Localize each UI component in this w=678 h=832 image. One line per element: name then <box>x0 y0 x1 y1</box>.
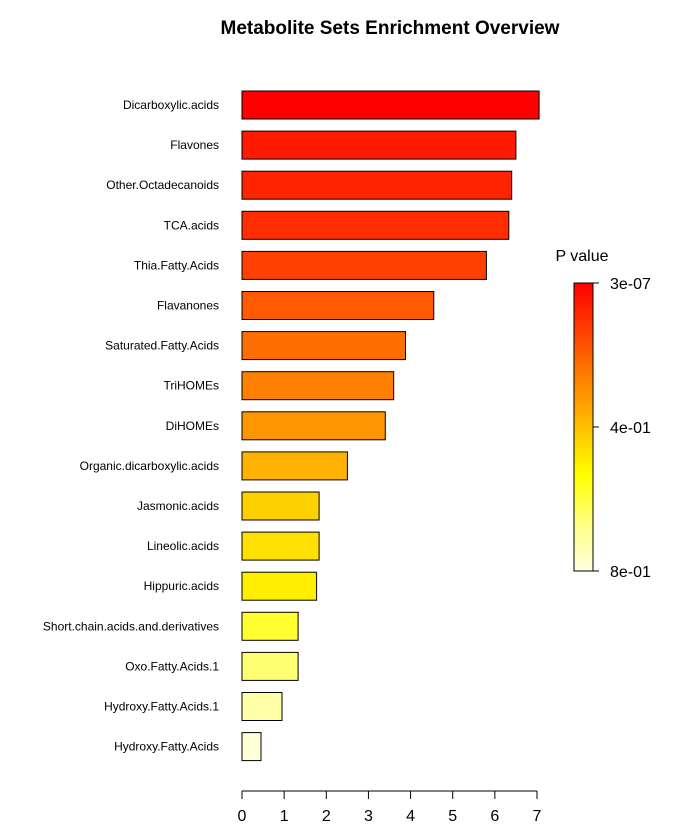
x-tick-label: 7 <box>533 808 542 825</box>
legend: P value 3e-07 4e-01 8e-01 <box>555 248 651 581</box>
legend-labels: 3e-07 4e-01 8e-01 <box>593 276 651 581</box>
x-tick-label: 3 <box>364 808 373 825</box>
bar <box>241 451 348 481</box>
bar <box>241 732 262 762</box>
category-label: Dicarboxylic.acids <box>123 98 219 112</box>
category-label: Jasmonic.acids <box>137 499 219 513</box>
bar <box>241 651 299 681</box>
category-label: Saturated.Fatty.Acids <box>105 339 219 353</box>
x-tick-label: 1 <box>280 808 289 825</box>
category-label: Thia.Fatty.Acids <box>134 258 219 272</box>
legend-colorbar <box>573 282 594 572</box>
category-label: TCA.acids <box>164 218 219 232</box>
bar <box>241 170 513 200</box>
category-label: Hydroxy.Fatty.Acids <box>114 740 219 754</box>
legend-title: P value <box>555 248 608 265</box>
bar <box>241 371 395 401</box>
category-label: Flavones <box>170 138 219 152</box>
x-tick-label: 0 <box>238 808 247 825</box>
category-label: Hydroxy.Fatty.Acids.1 <box>104 700 219 714</box>
x-tick-label: 6 <box>490 808 499 825</box>
category-labels: Dicarboxylic.acids Flavones Other.Octadeca… <box>43 98 219 754</box>
bar <box>241 130 517 160</box>
chart-title: Metabolite Sets Enrichment Overview <box>221 18 560 39</box>
bar <box>241 571 318 601</box>
bar <box>241 90 540 120</box>
category-label: Hippuric.acids <box>144 579 219 593</box>
bar <box>241 611 299 641</box>
legend-label: 8e-01 <box>610 564 651 581</box>
category-label: TriHOMEs <box>163 379 219 393</box>
bar <box>241 491 320 521</box>
category-label: Flavanones <box>157 299 219 313</box>
category-label: Short.chain.acids.and.derivatives <box>43 619 219 633</box>
bar <box>241 331 406 361</box>
category-label: Oxo.Fatty.Acids.1 <box>125 659 219 673</box>
x-tick-label: 2 <box>322 808 331 825</box>
bars-group <box>241 90 540 762</box>
category-label: DiHOMEs <box>166 419 219 433</box>
bar <box>241 291 435 320</box>
legend-label: 4e-01 <box>610 420 651 437</box>
bar <box>241 250 487 280</box>
x-axis: 0 1 2 3 4 5 6 7 <box>238 790 542 825</box>
bar <box>241 531 320 561</box>
bar <box>241 210 510 240</box>
bar <box>241 692 283 721</box>
category-label: Other.Octadecanoids <box>106 178 219 192</box>
legend-label: 3e-07 <box>610 276 651 293</box>
bar <box>241 411 386 441</box>
x-tick-label: 5 <box>448 808 457 825</box>
x-tick-label: 4 <box>406 808 415 825</box>
category-label: Lineolic.acids <box>147 539 219 553</box>
category-label: Organic.dicarboxylic.acids <box>80 459 219 473</box>
